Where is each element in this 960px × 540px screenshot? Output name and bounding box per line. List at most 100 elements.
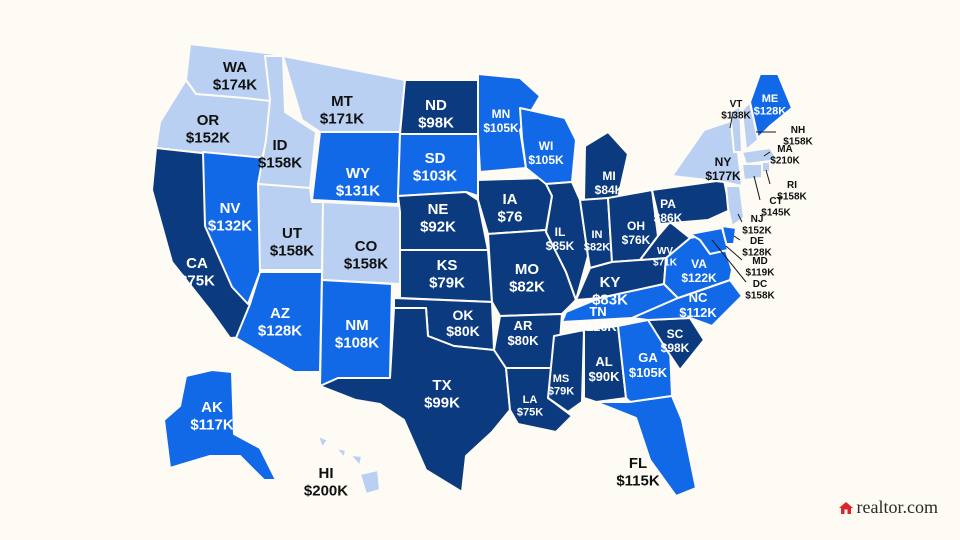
state-label-ny: NY$177K	[705, 155, 741, 183]
state-value: $99K	[424, 394, 460, 411]
state-label-ri: RI$158K	[777, 180, 807, 203]
state-value: $138K	[721, 111, 751, 122]
state-value: $177K	[705, 169, 741, 183]
state-label-ia: IA$76	[497, 191, 522, 225]
state-label-ga: GA$105K	[629, 350, 668, 380]
state-code: NY	[715, 155, 732, 169]
state-label-mn: MN$105K	[483, 107, 519, 135]
state-label-nh: NH$158K	[783, 125, 813, 148]
state-code: UT	[282, 225, 302, 242]
state-code: PA	[660, 197, 676, 211]
state-code: ID	[273, 137, 288, 154]
state-label-ct: CT$145K	[761, 196, 791, 219]
state-label-nm: NM$108K	[335, 317, 379, 351]
state-code: MA	[777, 144, 793, 155]
state-value: $98K	[418, 114, 454, 131]
state-label-id: ID$158K	[258, 137, 302, 171]
state-label-nv: NV$132K	[208, 200, 252, 234]
state-label-me: ME$128K	[754, 93, 786, 118]
state-code: MS	[553, 373, 570, 385]
state-value: $116K	[579, 319, 617, 334]
state-value: $108K	[335, 334, 379, 351]
state-mi	[583, 131, 629, 201]
state-sd	[397, 133, 479, 197]
state-value: $200K	[304, 482, 348, 499]
leader-line	[725, 245, 743, 261]
state-shapes	[151, 43, 793, 497]
state-label-wi: WI$105K	[528, 139, 564, 167]
state-label-md: MD$119K	[746, 256, 776, 279]
state-code: MI	[602, 169, 615, 183]
state-code: ND	[425, 97, 447, 114]
state-label-pa: PA$86K	[654, 197, 683, 225]
state-value: $145K	[761, 208, 791, 219]
state-nh	[741, 101, 759, 151]
state-value: $82K	[509, 278, 545, 295]
state-label-ok: OK$80K	[446, 307, 479, 339]
state-value: $132K	[208, 217, 252, 234]
state-code: RI	[787, 180, 797, 191]
state-value: $80K	[446, 323, 479, 339]
state-code: OR	[197, 112, 220, 129]
state-label-wv: WV$71K	[653, 246, 678, 269]
state-value: $76K	[622, 233, 651, 247]
state-code: OH	[627, 219, 645, 233]
leader-line	[765, 169, 771, 185]
state-ak	[163, 369, 277, 481]
state-code: CT	[769, 196, 782, 207]
state-label-ne: NE$92K	[420, 201, 456, 235]
state-code: AR	[514, 318, 533, 333]
state-code: NH	[791, 125, 805, 136]
state-code: WY	[346, 165, 370, 182]
state-code: ME	[762, 93, 779, 105]
state-value: $128K	[754, 106, 786, 118]
state-value: $158K	[777, 192, 807, 203]
state-value: $105K	[483, 121, 519, 135]
state-value: $131K	[336, 182, 380, 199]
state-code: KY	[600, 274, 621, 291]
state-label-ms: MS$79K	[548, 373, 574, 398]
state-value: $92K	[420, 218, 456, 235]
state-value: $122K	[681, 271, 717, 285]
state-code: AL	[595, 354, 612, 369]
state-value: $79K	[429, 274, 465, 291]
state-code: CA	[186, 255, 208, 272]
state-label-fl: FL$115K	[616, 455, 660, 489]
state-label-ak: AK$117K	[190, 399, 234, 433]
state-code: NM	[345, 317, 368, 334]
state-wv	[639, 221, 691, 261]
state-value: $210K	[770, 156, 800, 167]
state-code: SD	[425, 150, 446, 167]
state-code: VA	[691, 257, 707, 271]
state-label-wy: WY$131K	[336, 165, 380, 199]
leader-line	[763, 151, 771, 157]
house-icon	[838, 501, 853, 514]
state-code: GA	[638, 350, 658, 365]
state-value: $90K	[588, 369, 620, 384]
state-code: AZ	[270, 305, 290, 322]
state-ms	[547, 329, 585, 413]
state-code: MT	[331, 93, 353, 110]
state-value: $128K	[742, 248, 772, 259]
state-label-mi: MI$84K	[595, 169, 624, 197]
state-label-in: IN$82K	[584, 229, 610, 254]
state-label-or: OR$152K	[186, 112, 230, 146]
state-label-ks: KS$79K	[429, 257, 465, 291]
state-code: IA	[503, 191, 518, 208]
state-hi	[317, 435, 381, 495]
state-pa	[651, 179, 731, 225]
state-label-va: VA$122K	[681, 257, 717, 285]
state-code: MO	[515, 261, 539, 278]
state-label-co: CO$158K	[344, 238, 388, 272]
state-value: $103K	[413, 167, 457, 184]
state-label-ar: AR$80K	[507, 318, 539, 348]
state-value: $117K	[190, 416, 234, 433]
logo-text: realtor.com	[856, 497, 938, 517]
state-code: TN	[589, 304, 606, 319]
state-fl	[595, 395, 697, 497]
state-label-dc: DC$158K	[745, 279, 775, 302]
state-nc	[631, 279, 743, 327]
state-label-tx: TX$99K	[424, 377, 460, 411]
state-label-mt: MT$171K	[320, 93, 364, 127]
